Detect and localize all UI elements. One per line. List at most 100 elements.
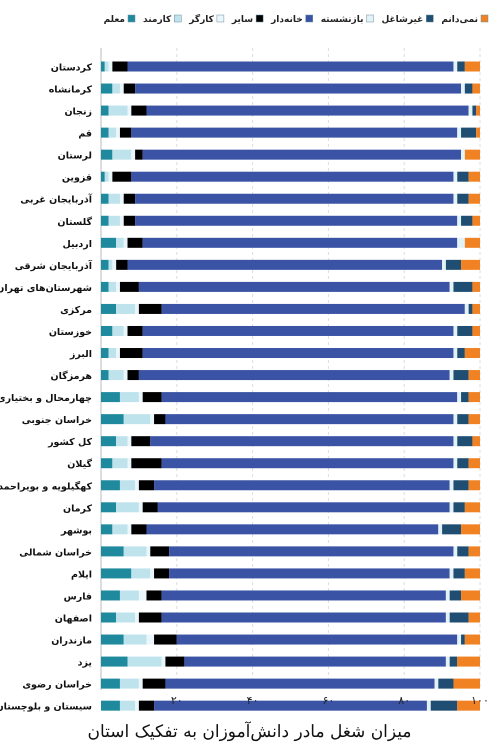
category-label: گلستان — [57, 216, 92, 228]
bar-segment — [468, 458, 480, 469]
bar-segment — [108, 215, 120, 226]
bar-segment — [131, 171, 454, 182]
bar-segment — [108, 127, 117, 138]
category-label: خوزستان — [49, 327, 92, 338]
x-tick-label: ۱۰۰ — [471, 694, 489, 707]
bar-segment — [138, 303, 162, 314]
bar-segment — [468, 105, 473, 116]
bar-segment — [135, 215, 458, 226]
bar-segment — [445, 590, 450, 601]
bar-segment — [101, 281, 109, 292]
bar-segment — [112, 458, 128, 469]
bar-segment — [116, 237, 124, 248]
bar-segment — [472, 215, 480, 226]
legend-swatch — [426, 14, 434, 23]
bar-segment — [169, 546, 454, 557]
bar-segment — [476, 127, 480, 138]
bar-segment — [119, 193, 124, 204]
bar-segment — [184, 656, 446, 667]
bar-segment — [142, 348, 454, 359]
bar-segment — [101, 524, 113, 535]
category-label: زنجان — [64, 107, 92, 118]
bar-segment — [123, 634, 147, 645]
category-label: کرمانشاه — [49, 85, 93, 96]
bar-segment — [101, 458, 113, 469]
bar-segment — [116, 436, 128, 447]
bar-segment — [112, 524, 128, 535]
bar-segment — [472, 105, 477, 116]
bar-segment — [453, 436, 458, 447]
bar-segment — [453, 568, 465, 579]
bar-segment — [453, 281, 473, 292]
bar-segment — [101, 83, 113, 94]
bar-segment — [138, 480, 155, 491]
category-label: بوشهر — [60, 525, 92, 536]
bar-segment — [123, 370, 128, 381]
bar-segment — [468, 303, 473, 314]
bar-segment — [461, 392, 469, 403]
bar-segment — [142, 678, 166, 689]
bar-segment — [457, 458, 469, 469]
bar-segment — [150, 414, 155, 425]
bar-segment — [101, 237, 117, 248]
bar-segment — [468, 546, 480, 557]
bar-segment — [135, 149, 143, 160]
bar-segment — [472, 83, 480, 94]
legend-swatch — [305, 14, 313, 23]
bar-segment — [464, 83, 473, 94]
bar-segment — [108, 370, 124, 381]
bar-segment — [101, 612, 117, 623]
category-label: خراسان رضوی — [22, 680, 92, 691]
bar-segment — [150, 436, 454, 447]
bar-segment — [127, 325, 143, 336]
bar-segment — [146, 105, 469, 116]
chart-title: میزان شغل مادر دانش‌آموزان به تفکیک استا… — [87, 722, 412, 742]
bar-segment — [127, 370, 139, 381]
bar-segment — [108, 105, 128, 116]
bar-segment — [116, 612, 136, 623]
bar-segment — [142, 325, 454, 336]
category-label: هرمزگان — [51, 370, 93, 382]
bar-segment — [457, 414, 469, 425]
stacked-bar-chart: نمی‌دانم غیرشاغل بازنشسته خانه‌دار سایر کارگر… — [0, 13, 489, 712]
bar-segment — [138, 612, 162, 623]
category-label: خراسان شمالی — [19, 547, 92, 558]
bar-segment — [108, 348, 117, 359]
bar-segment — [127, 458, 132, 469]
bar-segment — [138, 678, 143, 689]
bar-segment — [131, 105, 147, 116]
bar-segment — [112, 83, 120, 94]
bar-segment — [116, 303, 136, 314]
bar-segment — [161, 590, 446, 601]
bar-segment — [453, 370, 469, 381]
bar-segment — [119, 700, 136, 711]
bar-segment — [461, 590, 480, 601]
bar-segment — [468, 414, 480, 425]
bar-segment — [101, 546, 124, 557]
legend: نمی‌دانم غیرشاغل بازنشسته خانه‌دار سایر کارگر… — [104, 13, 489, 25]
category-label: مرکزی — [60, 305, 92, 316]
bar-segment — [457, 700, 480, 711]
bar-segment — [453, 678, 480, 689]
legend-swatch — [216, 14, 225, 23]
bar-segment — [127, 524, 132, 535]
bar-segment — [169, 568, 450, 579]
bar-segment — [135, 480, 139, 491]
category-label: یزد — [78, 658, 92, 669]
bar-segment — [108, 281, 117, 292]
bar-segment — [101, 61, 105, 72]
bar-segment — [123, 546, 147, 557]
bar-segment — [127, 656, 162, 667]
bar-segment — [461, 634, 465, 645]
bar-segment — [453, 480, 469, 491]
bar-segment — [453, 502, 465, 513]
category-label: کردستان — [51, 63, 93, 74]
bar-segment — [123, 83, 136, 94]
bar-segment — [476, 105, 480, 116]
bar-segment — [119, 215, 124, 226]
bar-segment — [468, 480, 480, 491]
bar-segment — [468, 370, 480, 381]
bar-segment — [146, 524, 439, 535]
bar-segment — [108, 193, 120, 204]
grid — [176, 48, 481, 690]
